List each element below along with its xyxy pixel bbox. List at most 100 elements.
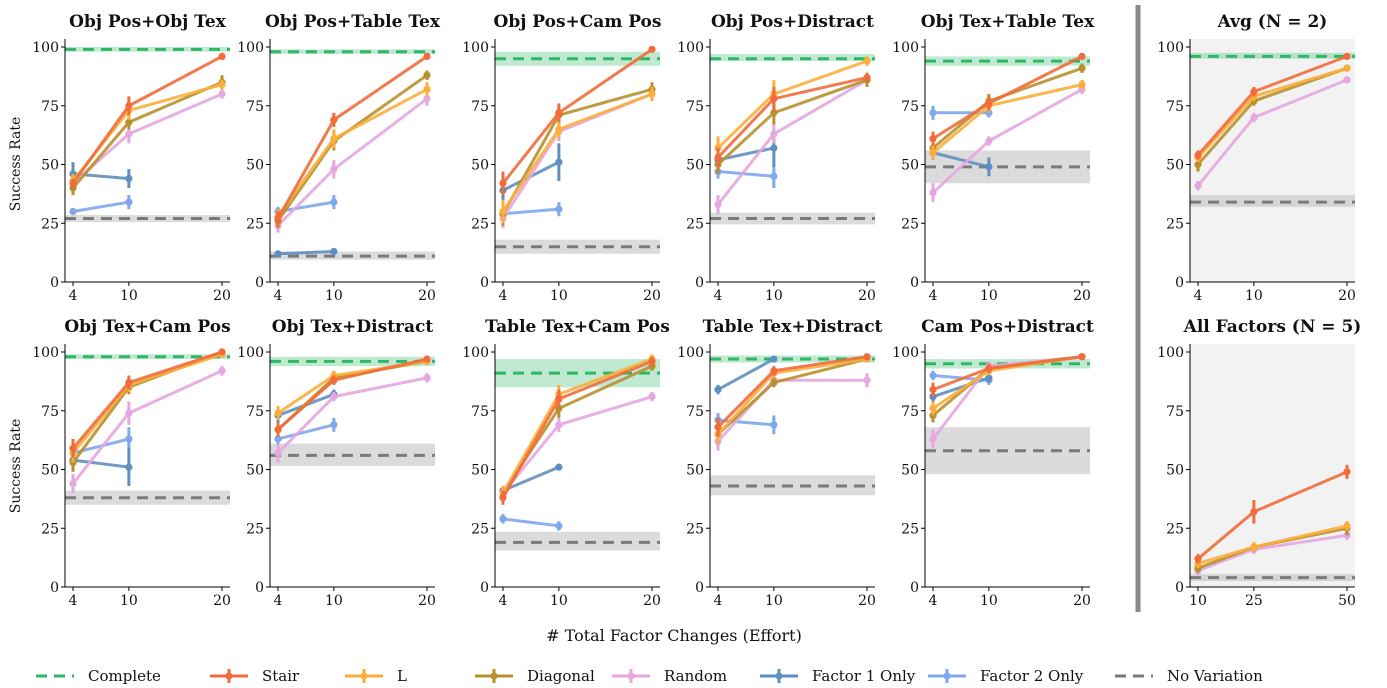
data-point xyxy=(218,367,226,375)
chart-panel: 0 25 50 75 100 4 10 20 Obj Pos+Cam Pos xyxy=(462,12,661,304)
chart-panel: 0 25 50 75 100 4 10 20 Obj Tex+Distract xyxy=(237,317,436,609)
y-tick-label: 25 xyxy=(471,521,489,537)
x-tick-label: 20 xyxy=(1338,288,1356,304)
y-tick-label: 25 xyxy=(41,216,59,232)
series-stair xyxy=(929,52,1086,146)
series-factor-2-only xyxy=(499,514,563,531)
data-point xyxy=(423,85,431,93)
series-diagonal xyxy=(69,348,226,472)
x-tick-label: 10 xyxy=(325,593,343,609)
data-point xyxy=(125,435,133,443)
x-tick-label: 10 xyxy=(765,288,783,304)
data-point xyxy=(423,355,431,363)
y-tick-label: 100 xyxy=(677,345,704,361)
y-tick-label: 0 xyxy=(910,580,919,596)
y-tick-label: 50 xyxy=(901,463,919,479)
y-tick-label: 75 xyxy=(41,99,59,115)
y-tick-label: 25 xyxy=(41,521,59,537)
data-point xyxy=(555,125,563,133)
y-tick-label: 25 xyxy=(246,216,264,232)
y-axis-label-top: Success Rate xyxy=(8,117,24,212)
data-point xyxy=(985,374,993,382)
series-line xyxy=(932,151,990,169)
x-tick-label: 10 xyxy=(325,288,343,304)
y-tick-label: 50 xyxy=(686,463,704,479)
series-line xyxy=(932,55,1083,140)
data-point xyxy=(648,357,656,365)
y-tick-label: 50 xyxy=(471,463,489,479)
data-point xyxy=(125,378,133,387)
data-point xyxy=(499,207,507,216)
chart-panel: 0 25 50 75 100 4 10 20 Obj Pos+Table Tex xyxy=(237,12,441,304)
data-point xyxy=(555,421,563,429)
x-tick-label: 10 xyxy=(980,288,998,304)
series-stair xyxy=(274,52,431,226)
data-point xyxy=(929,435,937,443)
series-line xyxy=(502,517,560,528)
series-l xyxy=(274,82,431,224)
x-tick-label: 10 xyxy=(550,288,568,304)
y-tick-label: 50 xyxy=(246,158,264,174)
x-tick-label: 10 xyxy=(980,593,998,609)
series-factor-2-only xyxy=(69,195,133,216)
x-tick-label: 20 xyxy=(643,593,661,609)
y-tick-label: 75 xyxy=(901,99,919,115)
data-point xyxy=(69,207,77,216)
data-point xyxy=(125,198,133,206)
series-line xyxy=(501,87,653,215)
y-tick-label: 25 xyxy=(471,216,489,232)
data-point xyxy=(929,386,937,394)
series-diagonal xyxy=(929,63,1086,156)
series-random xyxy=(69,366,226,493)
chart-panel: 0 25 50 75 100 4 10 20 Obj Tex+Cam Pos xyxy=(32,317,231,609)
y-tick-label: 25 xyxy=(1166,521,1184,537)
series-stair xyxy=(714,72,871,167)
x-tick-label: 25 xyxy=(1245,593,1263,609)
data-point xyxy=(1343,76,1351,84)
data-point xyxy=(274,214,282,223)
series-random xyxy=(714,72,871,214)
data-point xyxy=(863,73,871,82)
data-point xyxy=(330,198,338,206)
x-tick-label: 4 xyxy=(1194,288,1203,304)
data-point xyxy=(985,137,993,145)
y-tick-label: 100 xyxy=(32,40,59,56)
y-tick-label: 100 xyxy=(1157,40,1184,56)
panel-title: Table Tex+Distract xyxy=(703,317,883,337)
series-factor-1-only xyxy=(714,355,778,395)
data-point xyxy=(1078,64,1086,72)
data-point xyxy=(1343,522,1351,530)
series-random xyxy=(1194,76,1351,191)
series-factor-2-only xyxy=(274,417,338,446)
data-point xyxy=(714,144,722,152)
series-l xyxy=(69,350,226,463)
legend-swatch-marker xyxy=(360,672,368,680)
panel-title: Obj Pos+Obj Tex xyxy=(69,12,227,32)
x-tick-label: 10 xyxy=(1189,593,1207,609)
series-random xyxy=(274,373,431,463)
x-tick-label: 20 xyxy=(1073,593,1091,609)
y-tick-label: 75 xyxy=(246,99,264,115)
data-point xyxy=(770,144,778,152)
data-point xyxy=(929,371,937,380)
data-point xyxy=(555,158,563,166)
chart-panel: 0 25 50 75 100 4 10 20 Obj Tex+Table Tex xyxy=(892,12,1095,304)
data-point xyxy=(330,393,338,401)
series-factor-1-only xyxy=(499,463,563,496)
legend-label: Factor 2 Only xyxy=(980,667,1084,685)
y-tick-label: 75 xyxy=(246,404,264,420)
y-tick-label: 100 xyxy=(32,345,59,361)
x-tick-label: 4 xyxy=(929,593,938,609)
data-point xyxy=(770,109,778,117)
data-point xyxy=(929,135,937,143)
legend-swatch-marker xyxy=(225,672,233,680)
data-point xyxy=(1194,160,1202,169)
data-point xyxy=(125,463,133,471)
y-tick-label: 100 xyxy=(892,345,919,361)
y-tick-label: 25 xyxy=(901,216,919,232)
y-tick-label: 25 xyxy=(901,521,919,537)
legend-item: Random xyxy=(612,667,727,685)
series-line xyxy=(717,170,775,178)
data-point xyxy=(330,165,338,173)
y-axis-label-bottom: Success Rate xyxy=(8,419,24,514)
